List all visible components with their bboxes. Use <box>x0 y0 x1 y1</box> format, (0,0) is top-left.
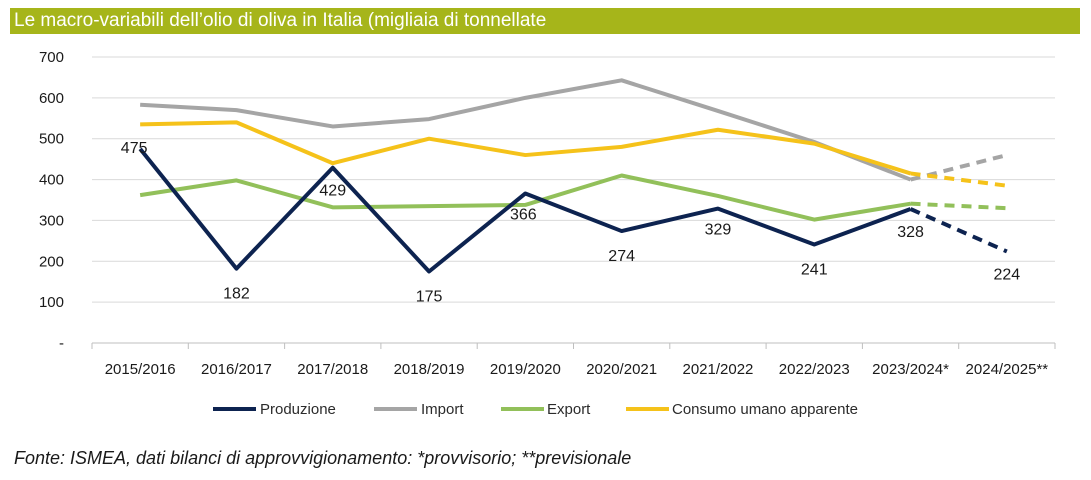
legend-label: Consumo umano apparente <box>672 401 858 418</box>
series-line-forecast-0 <box>909 207 1008 254</box>
series-line-forecast-1 <box>910 153 1008 182</box>
chart-title: Le macro-variabili dell’olio di oliva in… <box>10 8 1080 34</box>
y-tick-label: 200 <box>39 253 64 270</box>
x-tick-label: 2017/2018 <box>297 361 368 378</box>
legend-item: Import <box>374 401 464 418</box>
y-tick-label: - <box>59 335 64 352</box>
legend: Produzione Import Export Consumo umano appa… <box>213 401 858 418</box>
x-tick-label: 2015/2016 <box>105 361 176 378</box>
legend-item: Consumo umano apparente <box>626 401 858 418</box>
x-tick-label: 2024/2025** <box>966 361 1049 378</box>
data-label: 224 <box>993 266 1020 283</box>
legend-label: Import <box>421 401 464 418</box>
legend-label: Produzione <box>260 401 336 418</box>
y-tick-label: 600 <box>39 90 64 107</box>
series-line-forecast-2 <box>910 201 1007 211</box>
y-tick-label: 300 <box>39 212 64 229</box>
legend-item: Produzione <box>213 401 336 418</box>
series-line-3 <box>140 120 912 176</box>
data-label: 175 <box>416 289 443 306</box>
x-tick-label: 2018/2019 <box>394 361 465 378</box>
x-tick-label: 2023/2024* <box>872 361 949 378</box>
series-line-1 <box>140 78 912 182</box>
data-label: 274 <box>608 248 635 265</box>
series-line-0 <box>138 147 912 274</box>
data-label: 475 <box>121 140 148 157</box>
grid-lines <box>92 56 1055 303</box>
y-tick-label: 400 <box>39 172 64 189</box>
data-labels: 475 182 429 175 366 274 329 241 328 224 <box>121 140 1020 306</box>
data-label: 366 <box>510 206 537 223</box>
series-lines <box>138 78 1008 274</box>
x-tick-label: 2022/2023 <box>779 361 850 378</box>
line-chart: - 100 200 300 400 500 600 700 2015/2016 2016/201… <box>39 49 1056 418</box>
y-tick-label: 100 <box>39 294 64 311</box>
data-label: 328 <box>897 224 924 241</box>
data-label: 241 <box>801 262 828 279</box>
series-line-2 <box>139 173 911 222</box>
x-tick-label: 2019/2020 <box>490 361 561 378</box>
x-tick-label: 2021/2022 <box>682 361 753 378</box>
data-label: 182 <box>223 286 250 303</box>
data-label: 429 <box>319 183 346 200</box>
y-tick-label: 500 <box>39 131 64 148</box>
source-note: Fonte: ISMEA, dati bilanci di approvvigi… <box>14 448 632 468</box>
legend-label: Export <box>547 401 591 418</box>
x-tick-label: 2016/2017 <box>201 361 272 378</box>
x-tick-label: 2020/2021 <box>586 361 657 378</box>
y-tick-label: 700 <box>39 49 64 66</box>
legend-item: Export <box>501 401 591 418</box>
data-label: 329 <box>705 222 732 239</box>
y-axis: - 100 200 300 400 500 600 700 <box>39 49 64 352</box>
x-axis: 2015/2016 2016/2017 2017/2018 2018/2019 2019… <box>91 342 1056 378</box>
